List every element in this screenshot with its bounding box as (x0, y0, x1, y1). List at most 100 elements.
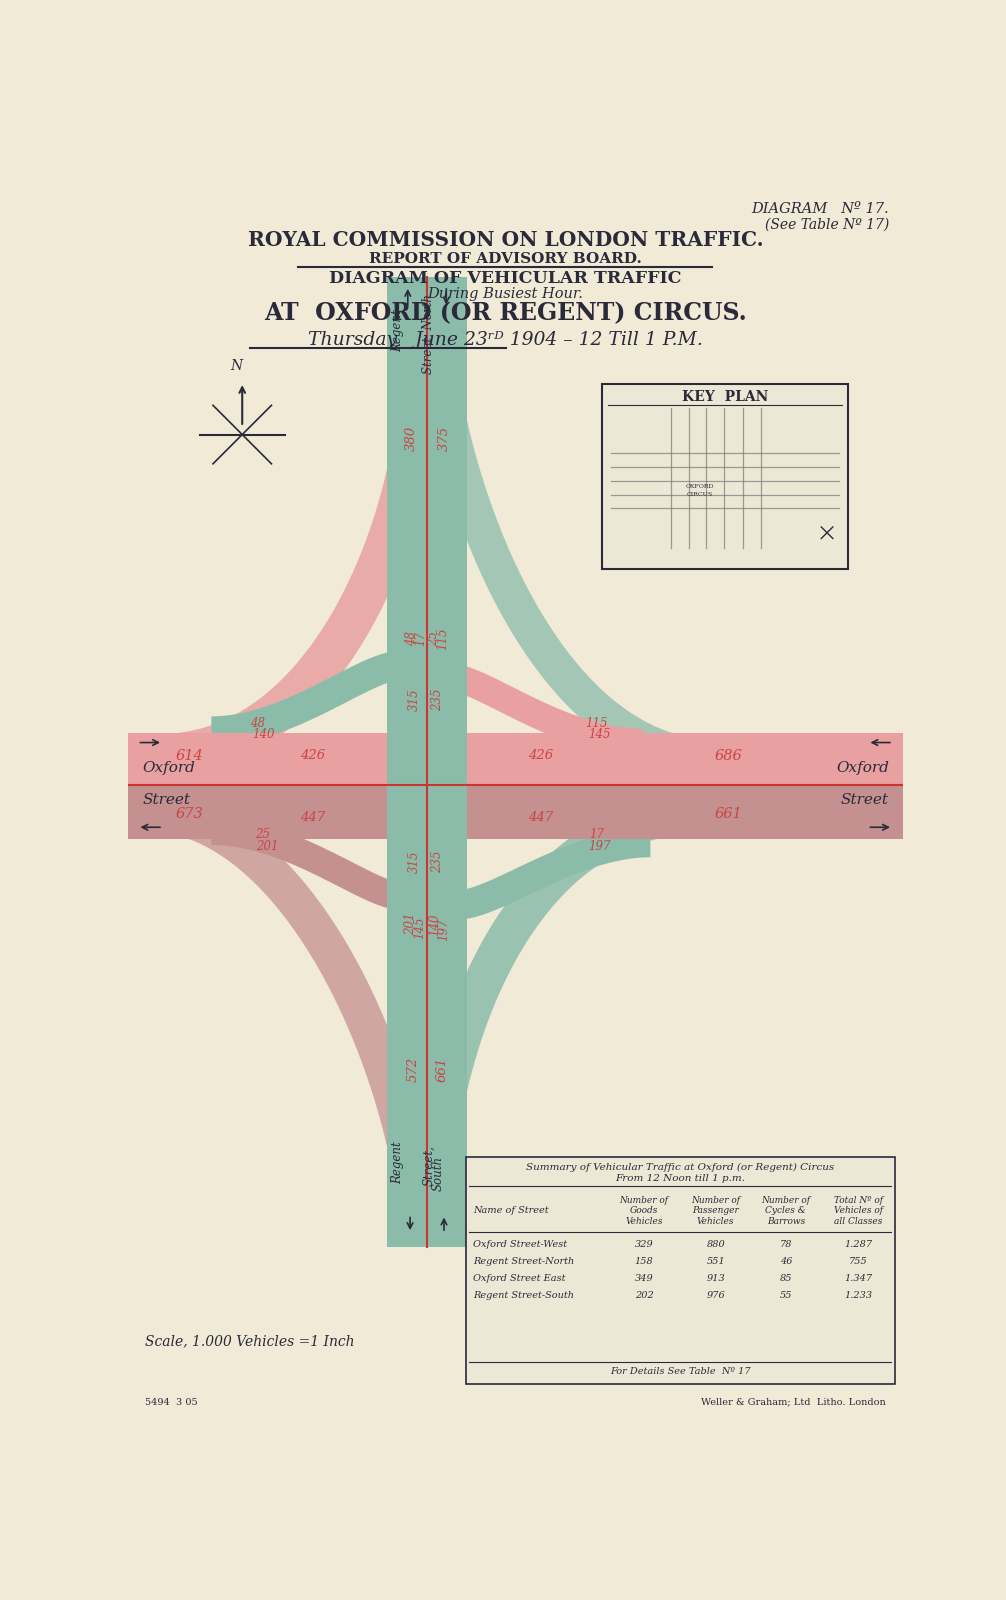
Text: 315: 315 (408, 851, 422, 874)
Text: 17: 17 (414, 630, 428, 646)
Text: REPORT OF ADVISORY BOARD.: REPORT OF ADVISORY BOARD. (369, 251, 642, 266)
Text: 115: 115 (436, 627, 449, 650)
Text: 315: 315 (408, 690, 422, 712)
Text: 145: 145 (412, 917, 426, 939)
Text: Street: Street (841, 794, 889, 808)
Text: Street: Street (142, 794, 190, 808)
Text: 673: 673 (176, 806, 204, 821)
Text: 1.347: 1.347 (844, 1274, 872, 1283)
Text: 197: 197 (438, 918, 451, 941)
Text: Regent Street-North: Regent Street-North (473, 1258, 574, 1266)
Text: Summary of Vehicular Traffic at Oxford (or Regent) Circus: Summary of Vehicular Traffic at Oxford (… (526, 1163, 835, 1173)
Text: 140: 140 (429, 914, 442, 936)
Text: 48: 48 (250, 717, 266, 730)
Text: Regent: Regent (391, 1141, 404, 1184)
Text: ROYAL COMMISSION ON LONDON TRAFFIC.: ROYAL COMMISSION ON LONDON TRAFFIC. (247, 230, 764, 250)
Bar (129, 786, 387, 838)
Text: AT  OXFORD (OR REGENT) CIRCUS.: AT OXFORD (OR REGENT) CIRCUS. (265, 302, 746, 326)
Text: 197: 197 (589, 840, 611, 853)
Bar (602, 384, 848, 570)
Text: 25: 25 (427, 630, 440, 646)
Text: 48: 48 (405, 630, 418, 646)
Text: 755: 755 (849, 1258, 867, 1266)
Text: 661: 661 (436, 1058, 449, 1082)
Text: 235: 235 (432, 690, 445, 712)
Text: Total Nº of
Vehicles of
all Classes: Total Nº of Vehicles of all Classes (834, 1195, 883, 1226)
Text: Weller & Graham; Ltd  Litho. London: Weller & Graham; Ltd Litho. London (701, 1398, 886, 1406)
Text: DIAGRAM OF VEHICULAR TRAFFIC: DIAGRAM OF VEHICULAR TRAFFIC (329, 270, 682, 286)
Text: 5494  3 05: 5494 3 05 (145, 1398, 198, 1406)
Text: N: N (230, 358, 242, 373)
Text: 661: 661 (715, 806, 742, 821)
Text: 145: 145 (589, 728, 611, 741)
Text: Street,: Street, (423, 1146, 435, 1187)
Text: Number of
Cycles &
Barrows: Number of Cycles & Barrows (762, 1195, 811, 1226)
Text: 46: 46 (780, 1258, 792, 1266)
Text: 235: 235 (432, 851, 445, 874)
Text: 78: 78 (780, 1240, 792, 1250)
Text: 447: 447 (528, 811, 552, 824)
Text: Oxford Street East: Oxford Street East (473, 1274, 565, 1283)
Polygon shape (171, 798, 437, 1218)
Text: Oxford: Oxford (836, 762, 889, 774)
Text: 115: 115 (585, 717, 608, 730)
Bar (466, 1157, 895, 1384)
Text: 158: 158 (635, 1258, 654, 1266)
Text: 880: 880 (706, 1240, 725, 1250)
Polygon shape (421, 352, 686, 771)
Text: During Busiest Hour.: During Busiest Hour. (428, 286, 583, 301)
Text: OXFORD: OXFORD (685, 485, 714, 490)
Text: 380: 380 (405, 426, 418, 451)
Polygon shape (421, 664, 643, 757)
Bar (387, 838, 467, 1246)
Polygon shape (173, 382, 442, 774)
Text: 349: 349 (635, 1274, 654, 1283)
Text: 25: 25 (256, 829, 271, 842)
Bar (129, 733, 387, 786)
Text: KEY  PLAN: KEY PLAN (682, 390, 769, 403)
Text: 614: 614 (176, 749, 204, 763)
Bar (129, 786, 902, 838)
Text: 976: 976 (706, 1291, 725, 1299)
Text: Number of
Passenger
Vehicles: Number of Passenger Vehicles (691, 1195, 740, 1226)
Text: Number of
Goods
Vehicles: Number of Goods Vehicles (620, 1195, 669, 1226)
Bar (129, 733, 902, 786)
Bar (467, 786, 902, 838)
Text: 55: 55 (780, 1291, 792, 1299)
Text: Regent Street-South: Regent Street-South (473, 1291, 574, 1299)
Text: CIRCUS: CIRCUS (686, 493, 712, 498)
Text: 375: 375 (438, 426, 451, 451)
Bar (387, 277, 467, 733)
Polygon shape (414, 797, 684, 1187)
Text: 140: 140 (252, 728, 275, 741)
Bar (387, 277, 467, 1246)
Text: Oxford Street-West: Oxford Street-West (473, 1240, 567, 1250)
Text: Street, North: Street, North (423, 294, 435, 374)
Bar (467, 733, 902, 786)
Text: For Details See Table  Nº 17: For Details See Table Nº 17 (610, 1366, 750, 1376)
Text: Name of Street: Name of Street (473, 1206, 549, 1216)
Text: (See Table Nº 17): (See Table Nº 17) (765, 218, 889, 232)
Text: 426: 426 (301, 749, 326, 762)
Text: 201: 201 (256, 840, 278, 853)
Text: 426: 426 (528, 749, 552, 762)
Text: 913: 913 (706, 1274, 725, 1283)
Text: 1.287: 1.287 (844, 1240, 872, 1250)
Text: 551: 551 (706, 1258, 725, 1266)
Text: 17: 17 (589, 829, 604, 842)
Text: Scale, 1.000 Vehicles =1 Inch: Scale, 1.000 Vehicles =1 Inch (145, 1334, 355, 1347)
Polygon shape (211, 651, 434, 746)
Polygon shape (422, 829, 651, 920)
Text: Thursday   June 23ʳᴰ 1904 – 12 Till 1 P.M.: Thursday June 23ʳᴰ 1904 – 12 Till 1 P.M. (308, 331, 703, 349)
Text: 202: 202 (635, 1291, 654, 1299)
Text: 329: 329 (635, 1240, 654, 1250)
Text: 686: 686 (715, 749, 742, 763)
Polygon shape (211, 818, 432, 910)
Text: 572: 572 (406, 1058, 420, 1082)
Text: 1.233: 1.233 (844, 1291, 872, 1299)
Text: 85: 85 (780, 1274, 792, 1283)
Text: From 12 Noon till 1 p.m.: From 12 Noon till 1 p.m. (616, 1174, 745, 1182)
Text: Oxford: Oxford (142, 762, 195, 774)
Text: 447: 447 (301, 811, 326, 824)
Text: 201: 201 (403, 912, 416, 934)
